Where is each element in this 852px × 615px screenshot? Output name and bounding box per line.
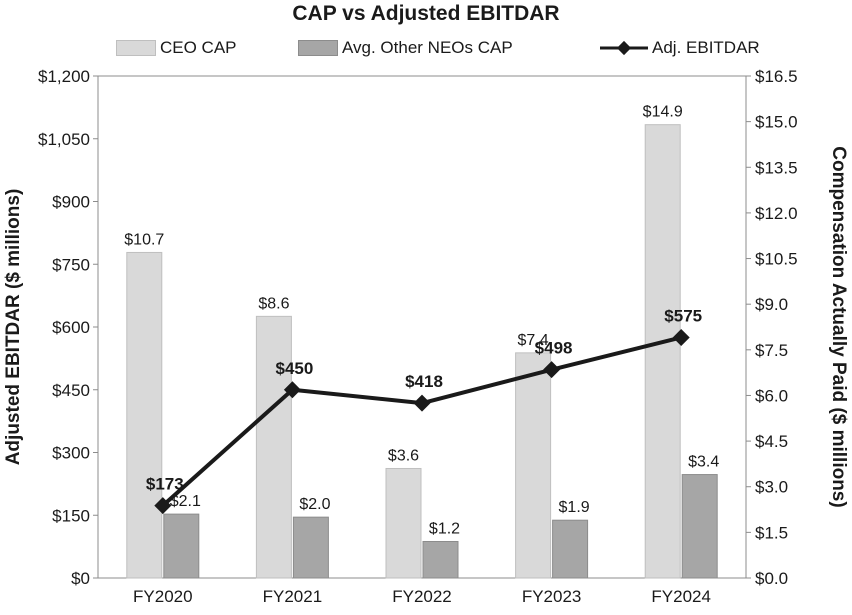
y-left-tick-label: $1,200 — [38, 67, 90, 86]
y-left-tick-label: $150 — [52, 506, 90, 525]
point-label-adj-ebitdar-fy2020: $173 — [146, 475, 184, 494]
legend-label-ceo-cap: CEO CAP — [160, 38, 237, 57]
x-tick-label-fy2020: FY2020 — [133, 587, 193, 606]
bar-label-ceo-cap-fy2023: $7.4 — [518, 332, 549, 349]
marker-adj-ebitdar-fy2024 — [672, 328, 690, 346]
legend-swatch-neo-cap — [298, 40, 338, 56]
y-right-tick-label: $12.0 — [755, 204, 798, 223]
y-right-tick-label: $10.5 — [755, 250, 798, 269]
legend-item-neo-cap: Avg. Other NEOs CAP — [298, 38, 513, 58]
bar-ceo-cap-fy2021 — [255, 315, 292, 579]
y-right-tick-label: $6.0 — [755, 386, 788, 405]
bar-label-neo-cap-fy2022: $1.2 — [429, 520, 460, 537]
legend-item-ebitdar: Adj. EBITDAR — [600, 38, 760, 58]
y-right-tick-label: $9.0 — [755, 295, 788, 314]
marker-adj-ebitdar-fy2022 — [413, 394, 431, 412]
y-left-tick-label: $0 — [71, 569, 90, 588]
x-tick-label-fy2023: FY2023 — [522, 587, 582, 606]
bar-neo-cap-fy2020 — [163, 513, 200, 579]
point-label-adj-ebitdar-fy2021: $450 — [275, 359, 313, 378]
y-left-tick-label: $1,050 — [38, 130, 90, 149]
bar-neo-cap-fy2023 — [552, 519, 589, 579]
chart-title: CAP vs Adjusted EBITDAR — [292, 2, 560, 25]
x-tick-label-fy2024: FY2024 — [651, 587, 711, 606]
y-left-tick-label: $900 — [52, 193, 90, 212]
x-tick-label-fy2022: FY2022 — [392, 587, 452, 606]
y-right-tick-label: $1.5 — [755, 523, 788, 542]
bar-neo-cap-fy2022 — [422, 540, 459, 579]
marker-adj-ebitdar-fy2021 — [283, 381, 301, 399]
bar-ceo-cap-fy2023 — [515, 352, 552, 579]
y-left-tick-label: $450 — [52, 381, 90, 400]
bar-label-neo-cap-fy2020: $2.1 — [170, 493, 201, 510]
legend-line-ebitdar — [600, 40, 648, 56]
y-right-tick-label: $13.5 — [755, 158, 798, 177]
point-label-adj-ebitdar-fy2022: $418 — [405, 372, 443, 391]
y-right-tick-label: $7.5 — [755, 341, 788, 360]
bar-neo-cap-fy2024 — [681, 474, 718, 579]
y-left-tick-label: $600 — [52, 318, 90, 337]
x-tick-label-fy2021: FY2021 — [263, 587, 323, 606]
y-right-tick-label: $0.0 — [755, 569, 788, 588]
line-adj-ebitdar — [161, 335, 682, 508]
point-label-adj-ebitdar-fy2024: $575 — [664, 306, 702, 325]
marker-adj-ebitdar-fy2023 — [543, 361, 561, 379]
legend-label-ebitdar: Adj. EBITDAR — [652, 38, 760, 57]
legend: CEO CAP Avg. Other NEOs CAP Adj. EBITDAR — [0, 38, 852, 60]
bar-label-ceo-cap-fy2020: $10.7 — [124, 231, 164, 248]
y-left-tick-label: $750 — [52, 255, 90, 274]
point-label-adj-ebitdar-fy2023: $498 — [535, 339, 573, 358]
bar-label-ceo-cap-fy2024: $14.9 — [643, 104, 683, 121]
bar-neo-cap-fy2021 — [292, 516, 329, 579]
bar-label-ceo-cap-fy2021: $8.6 — [258, 295, 289, 312]
legend-swatch-ceo-cap — [116, 40, 156, 56]
legend-label-neo-cap: Avg. Other NEOs CAP — [342, 38, 513, 57]
bar-label-neo-cap-fy2021: $2.0 — [299, 496, 330, 513]
bar-ceo-cap-fy2022 — [385, 467, 422, 579]
bar-label-neo-cap-fy2024: $3.4 — [688, 454, 719, 471]
y-right-tick-label: $4.5 — [755, 432, 788, 451]
y-left-tick-label: $300 — [52, 444, 90, 463]
bar-ceo-cap-fy2020 — [126, 251, 163, 579]
legend-item-ceo-cap: CEO CAP — [116, 38, 237, 58]
bar-ceo-cap-fy2024 — [644, 124, 681, 579]
y-right-tick-label: $16.5 — [755, 67, 798, 86]
bar-label-neo-cap-fy2023: $1.9 — [559, 499, 590, 516]
y-right-tick-label: $15.0 — [755, 113, 798, 132]
y-right-tick-label: $3.0 — [755, 478, 788, 497]
marker-adj-ebitdar-fy2020 — [154, 497, 172, 515]
bar-label-ceo-cap-fy2022: $3.6 — [388, 447, 419, 464]
